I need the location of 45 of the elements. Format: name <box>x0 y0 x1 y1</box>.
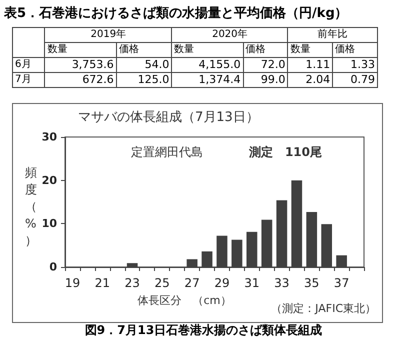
y-tick-label: 10 <box>42 217 58 230</box>
text: （測定：JAFIC東北） <box>271 302 376 315</box>
x-tick-label: 37 <box>334 276 350 290</box>
text: 2.04 <box>306 73 330 86</box>
annotation: 定置網田代島 <box>131 145 203 159</box>
x-tick-label: 31 <box>244 276 260 290</box>
x-tick-label: 23 <box>124 276 140 290</box>
x-tick-label: 21 <box>94 276 110 290</box>
y-tick-label: 20 <box>42 174 58 187</box>
text: 4,155.0 <box>198 58 241 71</box>
text: 672.6 <box>82 73 114 86</box>
category-label: 価格 <box>332 42 378 58</box>
x-tick-label: 35 <box>304 276 320 290</box>
x-tick-label: 19 <box>64 276 80 290</box>
text: 0.79 <box>350 73 375 86</box>
x-axis-title: 体長区分 （cm） <box>138 294 232 307</box>
text: 表5．石巻港におけるさば類の水揚量と平均価格（円/kg） <box>4 5 348 22</box>
text: 2020年 <box>172 28 288 42</box>
text: 54.0 <box>144 58 170 71</box>
x-tick-label: 33 <box>274 276 290 290</box>
annotation: 測定 110尾 <box>248 145 322 159</box>
x-tick-label: 25 <box>154 276 170 290</box>
category-label: 数量 <box>172 42 244 58</box>
chart-title: マサバの体長組成（7月13日） <box>78 110 259 125</box>
category-label: 価格 <box>116 42 172 58</box>
text: 2019年 <box>44 28 172 42</box>
category-label: 数量 <box>288 42 333 58</box>
category-label: 数量 <box>44 42 116 58</box>
category-label: 6月 <box>15 59 32 70</box>
x-tick-label: 27 <box>184 276 200 290</box>
category-label: 7月 <box>15 74 32 85</box>
text: 3,753.6 <box>72 58 114 71</box>
text: 125.0 <box>138 73 170 86</box>
text: 72.0 <box>260 58 286 71</box>
text: 前年比 <box>288 28 378 42</box>
y-tick-label: 0 <box>49 260 58 274</box>
y-tick-label: 30 <box>42 130 58 144</box>
text: 1.11 <box>306 58 330 71</box>
text: 99.0 <box>260 73 286 86</box>
category-label: 価格 <box>243 42 288 58</box>
y-axis-title: 頻度（%） <box>25 166 37 248</box>
x-tick-label: 29 <box>214 276 230 290</box>
text: 1,374.4 <box>198 73 241 86</box>
text: 1.33 <box>350 58 375 71</box>
caption: 図9．7月13日石巻港水揚のさば類体長組成 <box>84 322 324 339</box>
